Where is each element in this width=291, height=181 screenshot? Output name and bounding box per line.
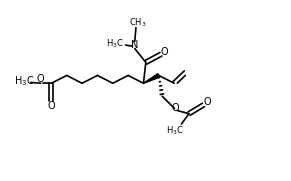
Text: O: O <box>171 104 179 113</box>
Text: $\mathsf{H_3C}$: $\mathsf{H_3C}$ <box>14 74 35 88</box>
Text: O: O <box>203 97 211 107</box>
Text: O: O <box>47 101 55 111</box>
Text: N: N <box>131 40 139 50</box>
Polygon shape <box>143 74 160 83</box>
Text: $\mathsf{H_3C}$: $\mathsf{H_3C}$ <box>106 38 123 50</box>
Text: O: O <box>161 47 168 57</box>
Text: $\mathsf{CH_3}$: $\mathsf{CH_3}$ <box>129 16 147 29</box>
Text: O: O <box>37 74 45 84</box>
Text: $\mathsf{H_3C}$: $\mathsf{H_3C}$ <box>166 124 183 137</box>
